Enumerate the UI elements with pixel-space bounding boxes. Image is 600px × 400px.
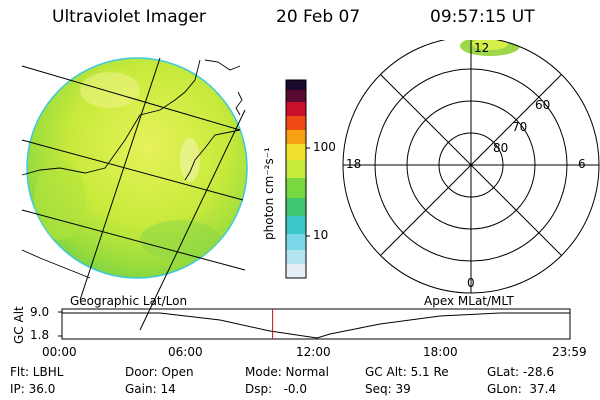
gain-value: Gain: 14 <box>125 382 176 396</box>
geographic-projection-label: Geographic Lat/Lon <box>70 294 188 308</box>
instrument-title: Ultraviolet Imager <box>52 7 206 27</box>
mlat-label-80: 80 <box>493 141 509 155</box>
coastline <box>21 59 243 279</box>
altitude-timeline <box>58 308 571 340</box>
dsp-value: Dsp: -0.0 <box>245 382 308 396</box>
altitude-curve <box>62 312 570 339</box>
gc-alt-value: GC Alt: 5.1 Re <box>365 365 449 379</box>
timeline-tick: 18:00 <box>423 345 458 359</box>
timeline-tick: 06:00 <box>168 345 203 359</box>
mlt-label-0: 0 <box>467 276 475 290</box>
ip-value: IP: 36.0 <box>10 382 56 396</box>
polar-mlt-plot <box>342 40 600 294</box>
door-value: Door: Open <box>125 365 194 379</box>
timeline-tick: 23:59 <box>552 345 587 359</box>
seq-value: Seq: 39 <box>365 382 411 396</box>
filter-value: Flt: LBHL <box>10 365 64 379</box>
glat-value: GLat: -28.6 <box>487 365 554 379</box>
colorbar <box>285 79 310 279</box>
glon-value: GLon: 37.4 <box>487 382 557 396</box>
colorbar-tick-10: 10 <box>313 228 329 242</box>
colorbar-tick-100: 100 <box>313 140 336 154</box>
timeline-tick: 12:00 <box>296 345 331 359</box>
geographic-grid <box>21 57 246 331</box>
mlat-label-60: 60 <box>535 98 551 112</box>
apex-projection-label: Apex MLat/MLT <box>424 294 514 308</box>
colorbar-unit-label: photon cm⁻²s⁻¹ <box>262 147 276 240</box>
mode-value: Mode: Normal <box>245 365 329 379</box>
timeline-y-top: 9.0 <box>30 305 50 319</box>
timeline-tick: 00:00 <box>42 345 77 359</box>
timeline-axis-label: GC Alt <box>12 306 26 344</box>
mlt-label-12: 12 <box>474 41 490 55</box>
observation-time: 09:57:15 UT <box>430 7 535 27</box>
mlt-label-18: 18 <box>346 157 362 171</box>
mlat-label-70: 70 <box>512 120 528 134</box>
observation-date: 20 Feb 07 <box>276 7 361 27</box>
timeline-y-bottom: 1.8 <box>30 328 50 342</box>
mlt-label-6: 6 <box>578 157 586 171</box>
